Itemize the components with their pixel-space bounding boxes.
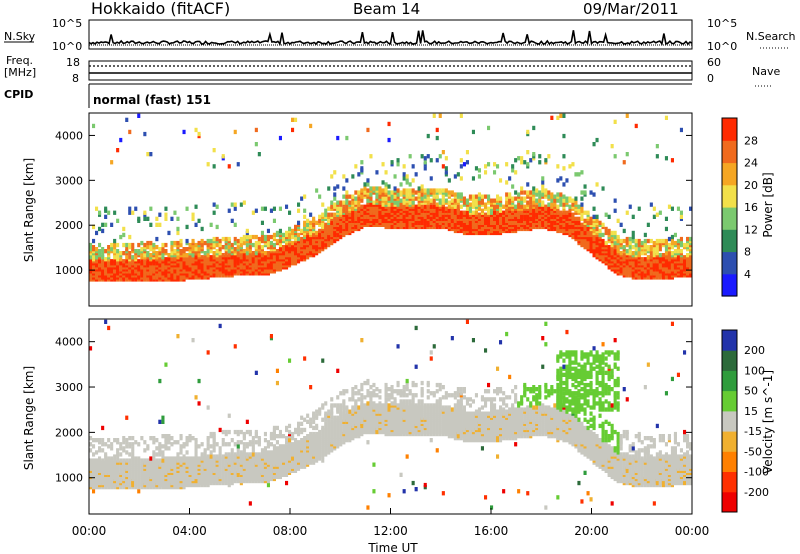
colorbar-tick-label: 15 — [744, 405, 758, 418]
power-colorbar: 28 24 20 16 12 8 4 — [721, 117, 758, 297]
power-panel: 1000 2000 3000 4000 Slant Range [km] 28 24 20… — [22, 112, 775, 307]
y-tick-label: 4000 — [55, 336, 83, 349]
cpid-strip: CPID normal (fast) 151 — [4, 83, 692, 108]
y-tick-label: 3000 — [55, 174, 83, 187]
freq-strip: Freq. [MHz] 18 8 Nave 60 0 — [4, 54, 780, 87]
freq-tick-hi: 18 — [66, 56, 80, 69]
x-tick-label: 20:00 — [574, 524, 609, 538]
colorbar-swatch — [722, 431, 737, 452]
colorbar-swatch — [722, 410, 737, 432]
colorbar-swatch — [722, 390, 737, 412]
colorbar-tick-label: 4 — [744, 268, 751, 281]
nsearch-tick-lo: 10^0 — [707, 40, 737, 53]
nsearch-label: N.Search — [746, 30, 796, 43]
y-tick-label: 1000 — [55, 264, 83, 277]
colorbar-swatch — [722, 330, 737, 351]
x-tick-label: 08:00 — [273, 524, 308, 538]
nsky-strip: N.Sky 10^5 10^0 N.Search 10^5 10^0 — [4, 17, 796, 53]
x-tick-label: 00:00 — [72, 524, 107, 538]
nave-tick-lo: 0 — [707, 72, 714, 85]
freq-unit: [MHz] — [4, 66, 36, 79]
cpid-value: normal (fast) 151 — [93, 93, 211, 107]
y-tick-label: 1000 — [55, 472, 83, 485]
cpid-label: CPID — [4, 88, 33, 101]
colorbar-tick-label: -100 — [744, 466, 769, 479]
colorbar-swatch — [722, 229, 737, 253]
time-axis-label: Time UT — [367, 541, 418, 554]
colorbar-tick-label: -15 — [744, 425, 762, 438]
x-tick-label: 00:00 — [675, 524, 710, 538]
beam-label: Beam 14 — [353, 0, 420, 18]
colorbar-swatch — [722, 207, 737, 230]
colorbar-tick-label: 24 — [744, 157, 758, 170]
nsky-tick-lo: 10^0 — [52, 40, 82, 53]
nsky-label: N.Sky — [4, 30, 36, 43]
colorbar-tick-label: -50 — [744, 445, 762, 458]
y-tick-label: 4000 — [55, 129, 83, 142]
colorbar-tick-label: 12 — [744, 223, 758, 236]
time-axis: 00:00 04:00 08:00 12:00 16:00 20:00 00:00 — [72, 508, 710, 538]
colorbar-tick-label: 100 — [744, 364, 765, 377]
date-label: 09/Mar/2011 — [583, 0, 679, 18]
colorbar-swatch — [722, 162, 737, 186]
colorbar-tick-label: 8 — [744, 246, 751, 259]
velocity-ylabel: Slant Range [km] — [22, 366, 36, 470]
power-heatmap — [89, 113, 693, 282]
colorbar-frame — [721, 117, 738, 297]
colorbar-swatch — [722, 471, 737, 493]
station-title: Hokkaido (fitACF) — [91, 0, 230, 18]
colorbar-swatch — [722, 140, 737, 164]
colorbar-frame — [721, 329, 738, 513]
nsky-tick-hi: 10^5 — [52, 17, 82, 30]
nave-tick-hi: 60 — [707, 56, 721, 69]
velocity-axes: 1000 2000 3000 4000 — [55, 336, 692, 485]
power-axes: 1000 2000 3000 4000 — [55, 129, 692, 277]
nsky-trace — [88, 30, 693, 46]
power-colorbar-label: Power [dB] — [761, 172, 775, 237]
x-tick-label: 16:00 — [474, 524, 509, 538]
x-tick-label: 04:00 — [172, 524, 207, 538]
freq-label: Freq. — [6, 54, 33, 67]
power-ylabel: Slant Range [km] — [22, 158, 36, 262]
y-tick-label: 2000 — [55, 426, 83, 439]
colorbar-swatch — [722, 370, 737, 392]
colorbar-swatch — [722, 273, 737, 297]
velocity-heatmap — [89, 319, 693, 510]
velocity-colorbar-label: Velocity [m s^-1] — [761, 370, 775, 474]
y-tick-label: 3000 — [55, 381, 83, 394]
colorbar-tick-label: 50 — [744, 385, 758, 398]
nsearch-tick-hi: 10^5 — [707, 17, 737, 30]
x-tick-label: 12:00 — [373, 524, 408, 538]
velocity-panel: 1000 2000 3000 4000 Slant Range [km] 200 100… — [22, 318, 775, 515]
colorbar-swatch — [722, 451, 737, 472]
colorbar-swatch — [722, 350, 737, 371]
colorbar-swatch — [722, 184, 737, 208]
y-tick-label: 2000 — [55, 219, 83, 232]
velocity-colorbar: 200 100 50 15 -15 -50 -100 -200 — [721, 329, 769, 513]
freq-tick-lo: 8 — [72, 72, 79, 85]
nave-label: Nave — [752, 65, 780, 78]
colorbar-swatch — [722, 491, 737, 513]
colorbar-tick-label: 20 — [744, 179, 758, 192]
colorbar-swatch — [722, 118, 737, 141]
colorbar-tick-label: 200 — [744, 344, 765, 357]
colorbar-tick-label: 16 — [744, 201, 758, 214]
colorbar-swatch — [722, 251, 737, 275]
colorbar-tick-label: 28 — [744, 134, 758, 147]
colorbar-tick-label: -200 — [744, 486, 769, 499]
